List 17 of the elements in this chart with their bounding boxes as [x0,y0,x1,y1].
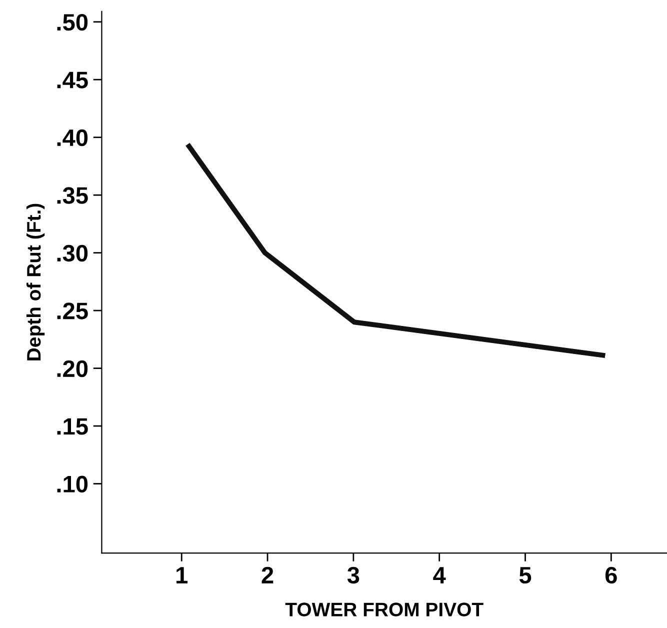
x-tick-label: 4 [433,567,446,584]
x-axis-title: TOWER FROM PIVOT [285,602,484,616]
y-tick-label: .50 [57,14,88,31]
y-tick-label: .20 [57,360,88,378]
y-tick-label: .15 [57,418,88,435]
y-tick-label: .35 [57,187,88,204]
x-tick-label: 3 [347,566,360,584]
x-tick-label: 1 [176,567,188,584]
y-tick-label: .25 [57,302,88,320]
x-tick-label: 2 [262,566,274,584]
y-axis-title: Depth of Rut (Ft.) [26,204,45,360]
y-tick-label: .30 [57,244,88,262]
x-tick-label: 6 [605,566,617,584]
y-tick-label: .40 [57,129,88,146]
x-tick-label: 5 [519,567,532,584]
y-tick-label: .10 [57,476,88,493]
y-tick-label: .45 [57,72,88,88]
